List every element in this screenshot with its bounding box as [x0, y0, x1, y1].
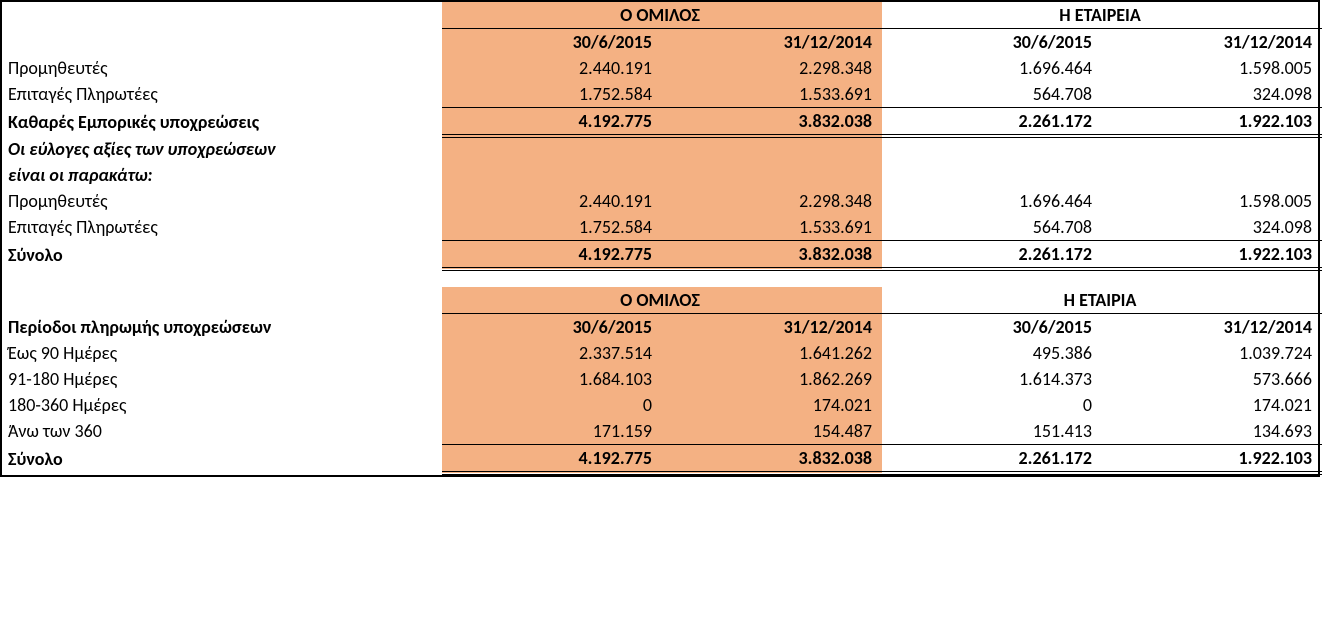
note-text: Οι εύλογες αξίες των υποχρεώσεων	[2, 136, 442, 162]
cell: 1.752.584	[442, 81, 662, 108]
company-title-alt: Η ΕΤΑΙΡΙΑ	[882, 287, 1322, 314]
table-row: Άνω των 360 171.159 154.487 151.413 134.…	[2, 418, 1322, 445]
cell: 2.298.348	[662, 55, 882, 81]
total-row: Σύνολο 4.192.775 3.832.038 2.261.172 1.9…	[2, 241, 1322, 270]
cell: 134.693	[1102, 418, 1322, 445]
cell: 1.598.005	[1102, 188, 1322, 214]
row-label: Προμηθευτές	[2, 188, 442, 214]
table-row: Προμηθευτές 2.440.191 2.298.348 1.696.46…	[2, 55, 1322, 81]
row-label: Προμηθευτές	[2, 55, 442, 81]
date-col-g1: 30/6/2015	[442, 314, 662, 341]
table-row: Έως 90 Ημέρες 2.337.514 1.641.262 495.38…	[2, 340, 1322, 366]
cell: 1.533.691	[662, 81, 882, 108]
cell: 151.413	[882, 418, 1102, 445]
cell: 324.098	[1102, 81, 1322, 108]
date-col-c2: 31/12/2014	[1102, 314, 1322, 341]
cell: 564.708	[882, 214, 1102, 241]
spacer-row	[2, 269, 1322, 287]
cell: 171.159	[442, 418, 662, 445]
date-col-g2: 31/12/2014	[662, 314, 882, 341]
cell: 495.386	[882, 340, 1102, 366]
cell: 2.261.172	[882, 241, 1102, 270]
cell: 2.440.191	[442, 188, 662, 214]
cell: 4.192.775	[442, 445, 662, 474]
table-row: Προμηθευτές 2.440.191 2.298.348 1.696.46…	[2, 188, 1322, 214]
cell: 1.614.373	[882, 366, 1102, 392]
note-text: είναι οι παρακάτω:	[2, 162, 442, 188]
company-title: Η ΕΤΑΙΡΕΙΑ	[882, 2, 1322, 29]
row-label: Επιταγές Πληρωτέες	[2, 214, 442, 241]
cell: 2.261.172	[882, 445, 1102, 474]
row-label: Άνω των 360	[2, 418, 442, 445]
cell: 1.696.464	[882, 188, 1102, 214]
date-col-g1: 30/6/2015	[442, 29, 662, 56]
row-label: Σύνολο	[2, 241, 442, 270]
row-label: Σύνολο	[2, 445, 442, 474]
total-row: Καθαρές Εμπορικές υποχρεώσεις 4.192.775 …	[2, 108, 1322, 137]
cell: 1.922.103	[1102, 108, 1322, 137]
cell: 1.533.691	[662, 214, 882, 241]
cell: 1.039.724	[1102, 340, 1322, 366]
row-label: 180-360 Ημέρες	[2, 392, 442, 418]
cell: 154.487	[662, 418, 882, 445]
cell: 4.192.775	[442, 241, 662, 270]
financial-table: Ο ΟΜΙΛΟΣ Η ΕΤΑΙΡΕΙΑ 30/6/2015 31/12/2014…	[0, 0, 1320, 477]
cell: 3.832.038	[662, 108, 882, 137]
cell: 4.192.775	[442, 108, 662, 137]
cell: 1.696.464	[882, 55, 1102, 81]
group-title: Ο ΟΜΙΛΟΣ	[442, 287, 882, 314]
table-row: 180-360 Ημέρες 0 174.021 0 174.021	[2, 392, 1322, 418]
date-col-c1: 30/6/2015	[882, 314, 1102, 341]
header-row-dates: 30/6/2015 31/12/2014 30/6/2015 31/12/201…	[2, 29, 1322, 56]
cell: 1.752.584	[442, 214, 662, 241]
cell: 1.862.269	[662, 366, 882, 392]
cell: 1.598.005	[1102, 55, 1322, 81]
cell: 2.337.514	[442, 340, 662, 366]
cell: 2.440.191	[442, 55, 662, 81]
row-label: 91-180 Ημέρες	[2, 366, 442, 392]
cell: 3.832.038	[662, 445, 882, 474]
cell: 1.922.103	[1102, 241, 1322, 270]
cell: 0	[882, 392, 1102, 418]
cell: 2.298.348	[662, 188, 882, 214]
table-row: Επιταγές Πληρωτέες 1.752.584 1.533.691 5…	[2, 81, 1322, 108]
header-row-dates: Περίοδοι πληρωμής υποχρεώσεων 30/6/2015 …	[2, 314, 1322, 341]
row-label: Καθαρές Εμπορικές υποχρεώσεις	[2, 108, 442, 137]
total-row: Σύνολο 4.192.775 3.832.038 2.261.172 1.9…	[2, 445, 1322, 474]
date-col-g2: 31/12/2014	[662, 29, 882, 56]
cell: 1.684.103	[442, 366, 662, 392]
table-row: 91-180 Ημέρες 1.684.103 1.862.269 1.614.…	[2, 366, 1322, 392]
cell: 564.708	[882, 81, 1102, 108]
cell: 174.021	[662, 392, 882, 418]
header-row-groups: Ο ΟΜΙΛΟΣ Η ΕΤΑΙΡΕΙΑ	[2, 2, 1322, 29]
cell: 1.641.262	[662, 340, 882, 366]
section-title: Περίοδοι πληρωμής υποχρεώσεων	[2, 314, 442, 341]
cell: 0	[442, 392, 662, 418]
table: Ο ΟΜΙΛΟΣ Η ΕΤΑΙΡΕΙΑ 30/6/2015 31/12/2014…	[2, 2, 1322, 475]
note-row: είναι οι παρακάτω:	[2, 162, 1322, 188]
row-label: Έως 90 Ημέρες	[2, 340, 442, 366]
cell: 2.261.172	[882, 108, 1102, 137]
group-title: Ο ΟΜΙΛΟΣ	[442, 2, 882, 29]
row-label: Επιταγές Πληρωτέες	[2, 81, 442, 108]
note-row: Οι εύλογες αξίες των υποχρεώσεων	[2, 136, 1322, 162]
date-col-c1: 30/6/2015	[882, 29, 1102, 56]
cell: 324.098	[1102, 214, 1322, 241]
cell: 174.021	[1102, 392, 1322, 418]
date-col-c2: 31/12/2014	[1102, 29, 1322, 56]
table-row: Επιταγές Πληρωτέες 1.752.584 1.533.691 5…	[2, 214, 1322, 241]
cell: 3.832.038	[662, 241, 882, 270]
header-row-groups: Ο ΟΜΙΛΟΣ Η ΕΤΑΙΡΙΑ	[2, 287, 1322, 314]
cell: 1.922.103	[1102, 445, 1322, 474]
cell: 573.666	[1102, 366, 1322, 392]
